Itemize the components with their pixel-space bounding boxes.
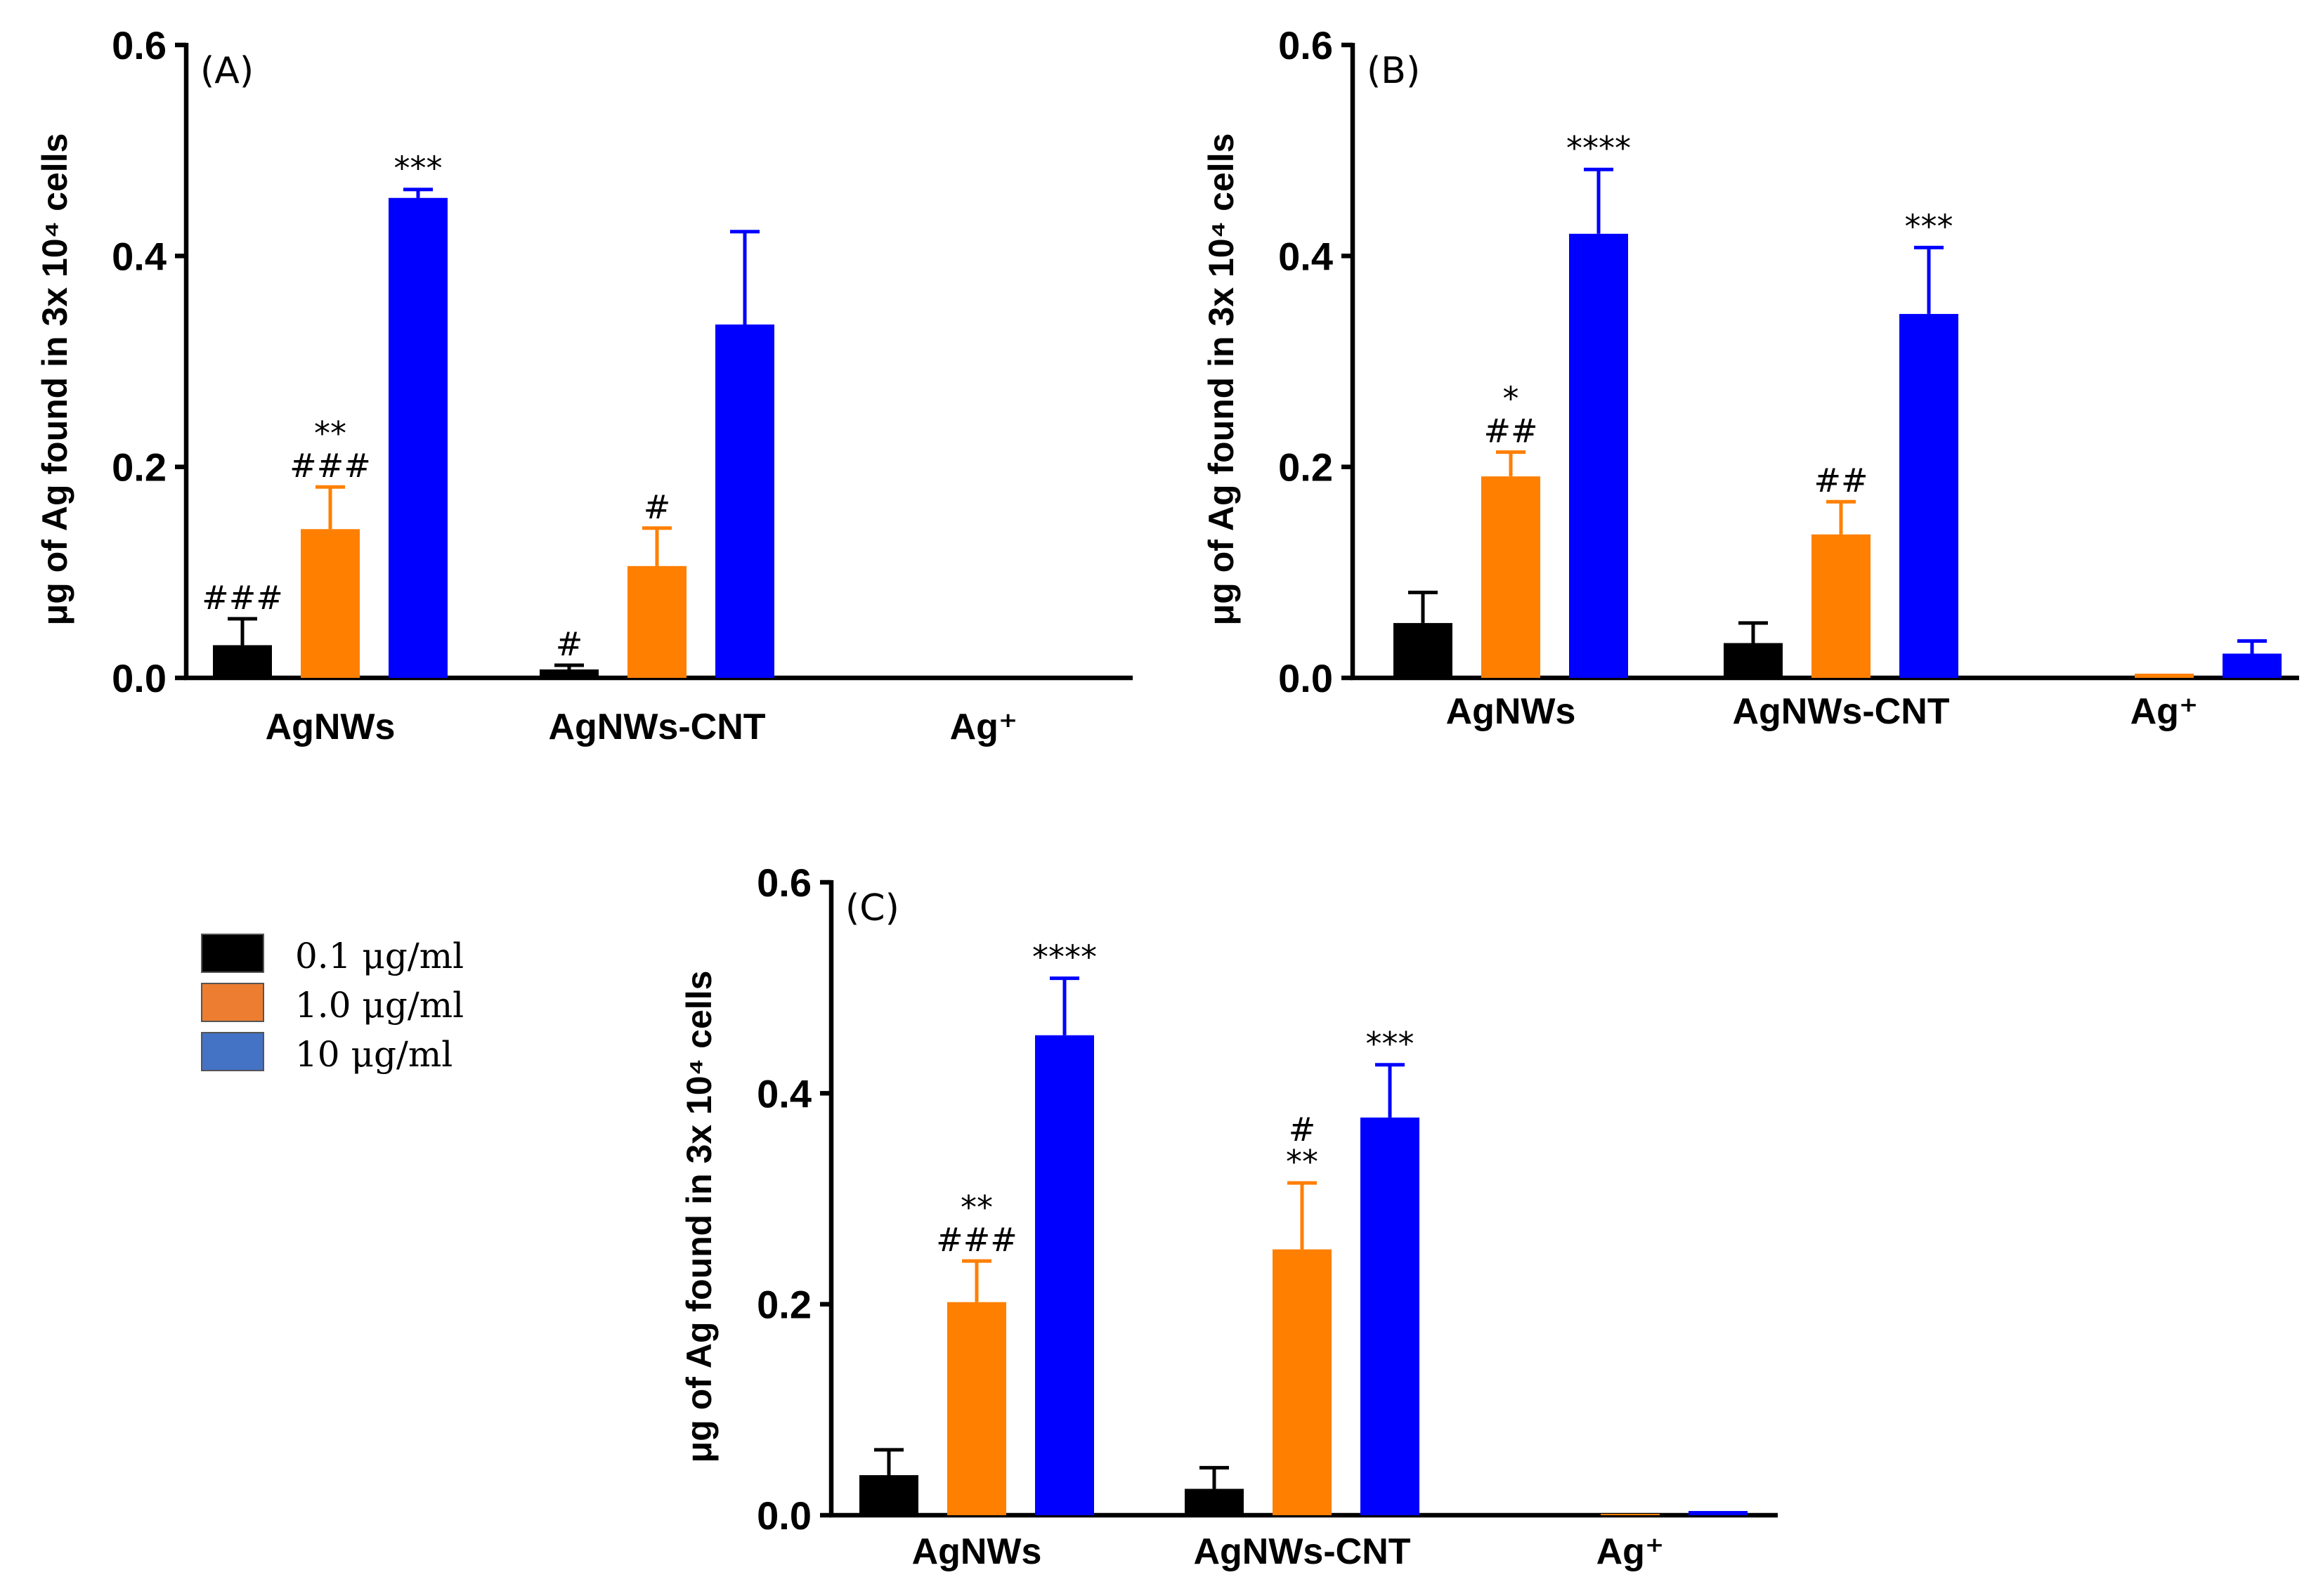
significance-label: ###: [290, 447, 371, 485]
y-axis-label: μg of Ag found in 3x 10⁴ cells: [679, 971, 719, 1463]
panel-c: (C) μg of Ag found in 3x 10⁴ cells 0.0 0.…: [679, 861, 1778, 1572]
significance-label: ###: [202, 579, 283, 617]
legend: 0.1 μg/ml 1.0 μg/ml 10 μg/ml: [201, 934, 464, 1075]
legend-label: 0.1 μg/ml: [295, 936, 464, 976]
bar: [1360, 1117, 1419, 1515]
legend-label: 10 μg/ml: [295, 1034, 453, 1075]
bar: [627, 565, 687, 678]
significance-label: *: [1503, 380, 1519, 418]
legend-label: 1.0 μg/ml: [295, 985, 464, 1026]
significance-label: ***: [1366, 1025, 1414, 1063]
legend-swatch: [201, 983, 264, 1022]
bar: [1569, 233, 1628, 678]
bar: [1481, 476, 1540, 678]
x-tick-label: AgNWs-CNT: [548, 707, 765, 747]
bar: [213, 645, 272, 678]
significance-label: #: [644, 488, 671, 526]
bar: [715, 324, 774, 678]
panel-b: (B) μg of Ag found in 3x 10⁴ cells 0.0 0.…: [1202, 23, 2299, 732]
x-tick-label: AgNWs: [266, 707, 396, 747]
bar: [1513, 1514, 1572, 1515]
bar: [1601, 1514, 1660, 1515]
y-axis-label: μg of Ag found in 3x 10⁴ cells: [1202, 133, 1241, 626]
y-tick-label: 0.6: [757, 861, 812, 905]
significance-label: **: [314, 414, 346, 452]
y-tick-label: 0.6: [112, 23, 167, 67]
y-axis-label: μg of Ag found in 3x 10⁴ cells: [35, 133, 74, 626]
y-tick-label: 0.4: [757, 1071, 812, 1116]
y-tick-label: 0.0: [1278, 656, 1333, 700]
significance-label: **: [961, 1189, 993, 1227]
bar: [2223, 653, 2282, 678]
significance-label: ****: [1032, 938, 1097, 976]
x-tick-label: AgNWs-CNT: [1732, 691, 1949, 732]
bar: [2135, 673, 2194, 678]
x-tick-label: AgNWs: [1446, 691, 1576, 732]
panel-a: (A) μg of Ag found in 3x 10⁴ cells 0.0 0.…: [35, 23, 1133, 747]
x-tick-label: AgNWs: [912, 1531, 1042, 1572]
y-tick-label: 0.4: [112, 234, 167, 278]
significance-label: ##: [1483, 412, 1537, 450]
legend-swatch: [201, 1032, 264, 1071]
x-tick-label: Ag⁺: [950, 707, 1018, 747]
bar: [1899, 313, 1958, 678]
significance-label: **: [1286, 1143, 1318, 1181]
panel-label: (A): [200, 50, 254, 92]
bar: [1273, 1249, 1332, 1515]
y-tick-label: 0.4: [1278, 234, 1333, 278]
panel-label: (B): [1367, 50, 1420, 92]
bar: [859, 1474, 918, 1515]
y-tick-label: 0.2: [112, 445, 167, 490]
x-tick-label: AgNWs-CNT: [1193, 1531, 1410, 1572]
bar: [1035, 1035, 1094, 1515]
y-tick-label: 0.6: [1278, 23, 1333, 67]
significance-label: #: [556, 625, 583, 663]
significance-label: ***: [1905, 207, 1953, 245]
y-tick-label: 0.0: [757, 1493, 812, 1538]
significance-label: ##: [1814, 462, 1868, 499]
x-tick-label: Ag⁺: [1596, 1531, 1665, 1572]
bar: [301, 529, 360, 678]
significance-label: ***: [394, 150, 443, 188]
bar: [2047, 676, 2106, 678]
y-tick-label: 0.2: [757, 1283, 812, 1327]
bar: [1393, 622, 1452, 678]
y-tick-label: 0.2: [1278, 445, 1333, 490]
y-tick-label: 0.0: [112, 656, 167, 700]
significance-label: #: [1289, 1111, 1316, 1149]
panel-label: (C): [845, 887, 899, 929]
bar: [1689, 1510, 1748, 1515]
bar: [947, 1302, 1006, 1515]
bar: [540, 669, 599, 678]
x-tick-label: Ag⁺: [2130, 691, 2199, 732]
significance-label: ****: [1566, 129, 1631, 167]
bar: [389, 197, 448, 678]
legend-swatch: [201, 934, 264, 973]
bar: [1185, 1489, 1244, 1515]
bar: [1811, 534, 1871, 678]
significance-label: ###: [936, 1221, 1017, 1259]
bar: [1724, 643, 1783, 678]
